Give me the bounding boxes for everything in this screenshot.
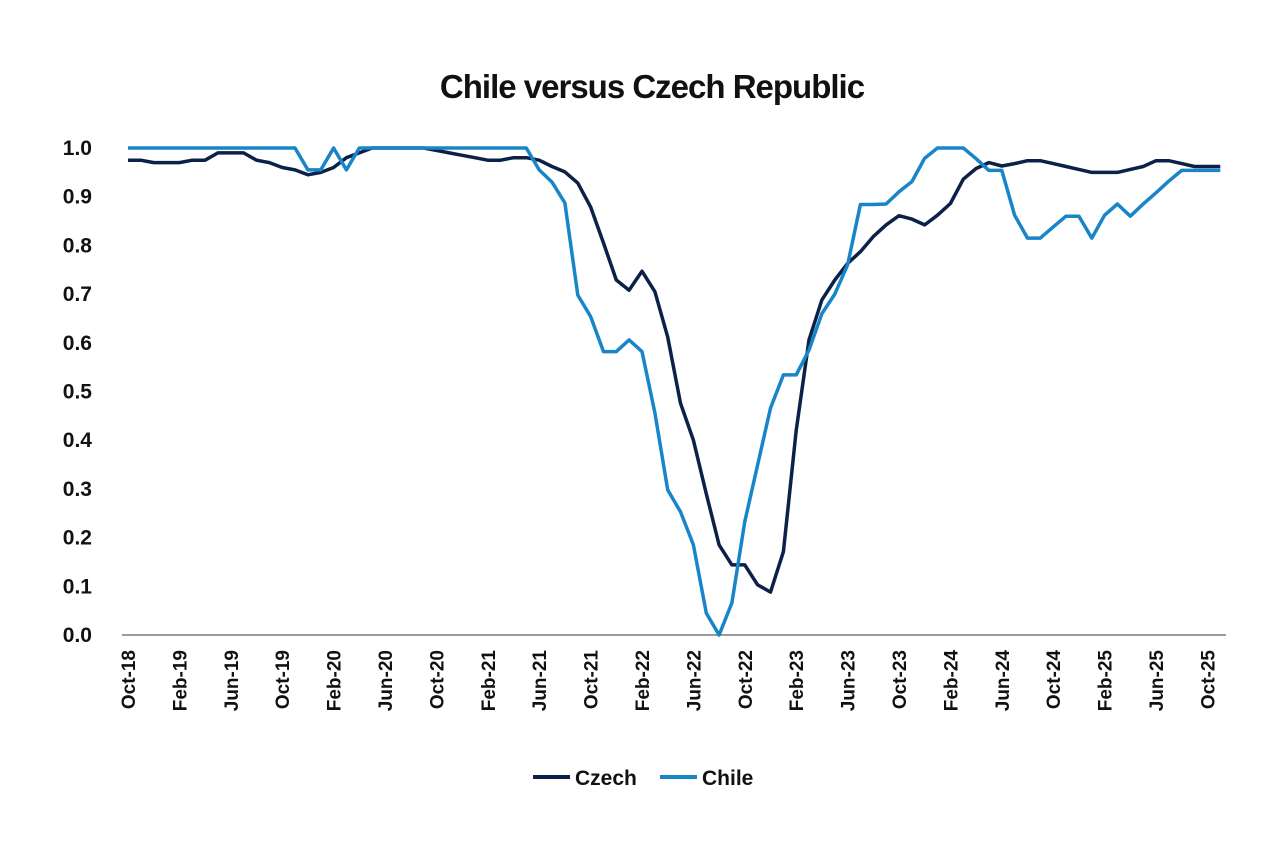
y-tick-label: 0.8 xyxy=(63,234,93,257)
y-tick-label: 0.0 xyxy=(63,624,92,647)
legend-label-chile: Chile xyxy=(702,767,753,790)
x-tick-label: Oct-23 xyxy=(890,650,911,709)
y-tick-label: 0.6 xyxy=(63,332,92,355)
x-tick-label: Oct-18 xyxy=(119,650,140,709)
x-tick-label: Jun-23 xyxy=(839,650,860,711)
y-tick-label: 1.0 xyxy=(63,137,92,160)
y-tick-label: 0.9 xyxy=(63,186,92,209)
x-tick-label: Feb-21 xyxy=(479,650,500,712)
x-tick-label: Jun-24 xyxy=(993,650,1014,712)
x-tick-label: Jun-19 xyxy=(222,650,243,711)
x-tick-label: Oct-25 xyxy=(1198,650,1219,710)
x-tick-label: Feb-24 xyxy=(941,650,962,712)
x-tick-label: Jun-25 xyxy=(1147,650,1168,712)
x-tick-label: Oct-22 xyxy=(736,650,757,709)
x-tick-label: Feb-22 xyxy=(633,650,654,711)
x-tick-label: Oct-21 xyxy=(582,650,603,710)
legend: Czech Chile xyxy=(533,767,753,790)
x-tick-label: Feb-23 xyxy=(787,650,808,711)
y-tick-label: 0.2 xyxy=(63,527,92,550)
series-line-czech xyxy=(128,146,1221,594)
y-tick-label: 0.7 xyxy=(63,283,92,306)
y-tick-label: 0.1 xyxy=(63,575,93,598)
x-tick-label: Oct-20 xyxy=(427,650,448,709)
x-tick-label: Jun-20 xyxy=(376,650,397,711)
x-tick-label: Feb-20 xyxy=(325,650,346,711)
x-tick-label: Oct-19 xyxy=(273,650,294,709)
x-tick-label: Jun-22 xyxy=(684,650,705,711)
x-tick-label: Oct-24 xyxy=(1044,650,1065,710)
legend-label-czech: Czech xyxy=(575,767,637,790)
x-tick-label: Feb-19 xyxy=(170,650,191,711)
y-tick-label: 0.4 xyxy=(63,429,93,452)
x-tick-label: Feb-25 xyxy=(1096,650,1117,712)
y-tick-label: 0.5 xyxy=(63,381,93,404)
x-tick-label: Jun-21 xyxy=(530,650,551,712)
series-line-chile xyxy=(128,146,1221,637)
chart-title: Chile versus Czech Republic xyxy=(440,68,865,105)
y-tick-label: 0.3 xyxy=(63,478,92,501)
